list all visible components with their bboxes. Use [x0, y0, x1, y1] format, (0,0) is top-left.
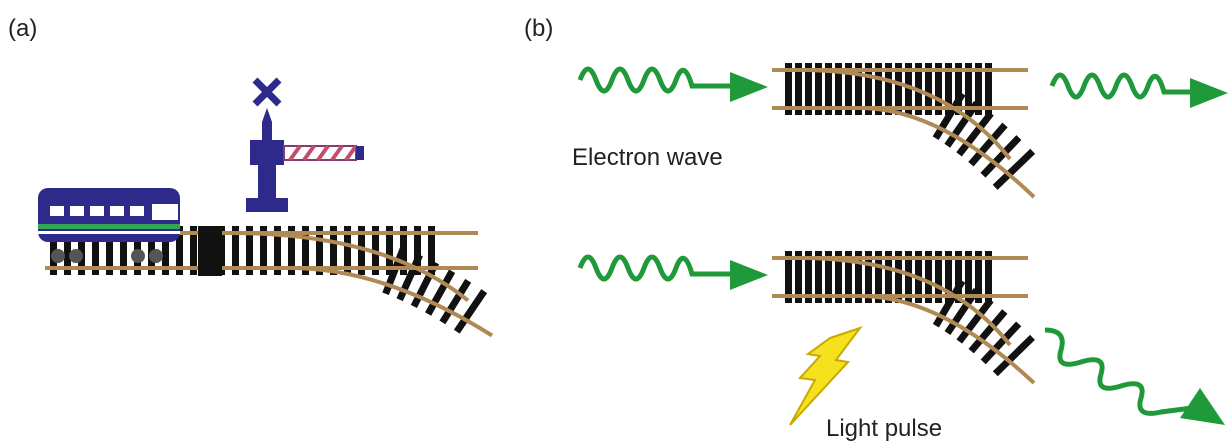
electron-label: Electron wave — [572, 144, 723, 171]
waves — [580, 69, 1195, 413]
panel-label: (b) — [524, 15, 553, 42]
signal — [246, 80, 364, 212]
light-pulse — [790, 328, 860, 425]
figure: (a) (b) Electron wave Light pulse — [0, 0, 1231, 444]
panel-label: (a) — [8, 15, 37, 42]
light-label: Light pulse — [826, 415, 942, 442]
page: {"panel_a": {"label": "(a)"}, "panel_b":… — [0, 0, 1231, 444]
tracks — [45, 63, 1035, 383]
tie — [198, 226, 222, 276]
